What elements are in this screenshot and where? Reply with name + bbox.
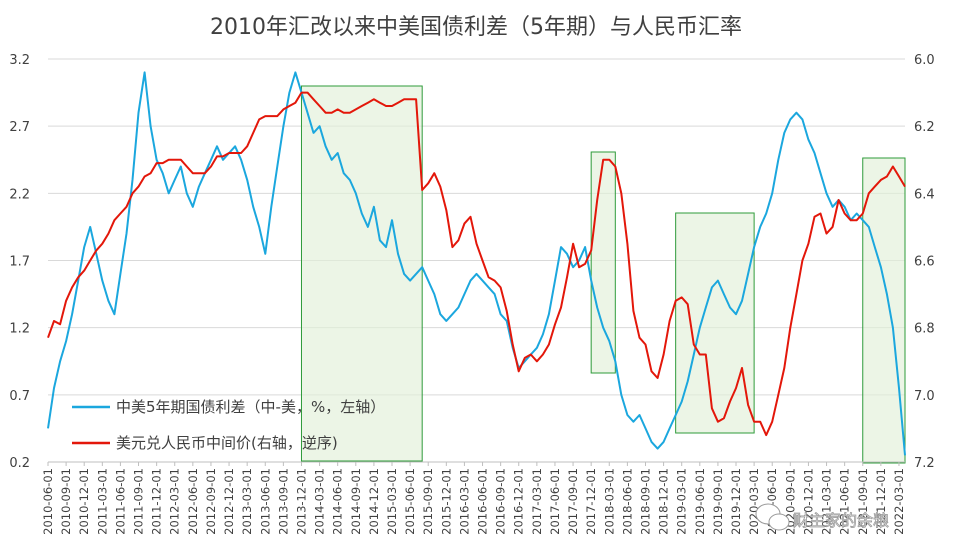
- x-tick-label: 2015-06-01: [403, 468, 417, 535]
- x-tick-label: 2017-06-01: [548, 468, 562, 535]
- x-tick-label: 2016-03-01: [457, 468, 471, 535]
- x-tick-label: 2011-09-01: [132, 468, 146, 535]
- x-tick-label: 2013-12-01: [294, 468, 308, 535]
- x-tick-label: 2018-03-01: [602, 468, 616, 535]
- chart-title: 2010年汇改以来中美国债利差（5年期）与人民币汇率: [210, 15, 742, 40]
- y-left-tick-label: 3.2: [9, 53, 30, 68]
- shaded-range-0: [300, 85, 423, 462]
- x-tick-label: 2020-12-01: [801, 468, 815, 535]
- legend-label-spread: 中美5年期国债利差（中-美，%，左轴）: [116, 398, 385, 416]
- x-tick-label: 2018-12-01: [657, 468, 671, 535]
- x-tick-label: 2014-12-01: [367, 468, 381, 535]
- series-line-1: [47, 91, 906, 437]
- shaded-range-3: [862, 157, 906, 464]
- x-tick-label: 2017-03-01: [530, 468, 544, 535]
- watermark: 财主家的余粮: [755, 503, 889, 531]
- series-lines: [47, 71, 906, 456]
- x-tick-label: 2013-03-01: [240, 468, 254, 535]
- x-tick-label: 2011-12-01: [150, 468, 164, 535]
- x-tick-label: 2021-06-01: [838, 468, 852, 535]
- x-tick-label: 2014-03-01: [313, 468, 327, 535]
- y-right-tick-label: 7.2: [914, 456, 935, 471]
- shaded-ranges: [300, 85, 906, 464]
- legend-label-fx: 美元兑人民币中间价(右轴，逆序): [116, 434, 338, 452]
- shaded-range-2: [675, 212, 755, 434]
- x-tick-label: 2016-09-01: [494, 468, 508, 535]
- y-left-tick-label: 1.2: [9, 322, 30, 337]
- x-tick-label: 2019-12-01: [729, 468, 743, 535]
- y-axis-left: 0.2 0.7 1.2 1.7 2.2 2.7 3.2: [9, 53, 30, 471]
- y-right-tick-label: 6.6: [914, 255, 935, 270]
- x-tick-label: 2018-09-01: [638, 468, 652, 535]
- x-tick-label: 2021-03-01: [820, 468, 834, 535]
- x-tick-label: 2019-06-01: [693, 468, 707, 535]
- x-tick-label: 2010-12-01: [77, 468, 91, 535]
- x-tick-label: 2012-06-01: [186, 468, 200, 535]
- wechat-icon: [755, 503, 790, 531]
- x-tick-label: 2019-09-01: [711, 468, 725, 535]
- x-tick-label: 2011-06-01: [113, 468, 127, 535]
- x-tick-label: 2015-03-01: [385, 468, 399, 535]
- y-right-tick-label: 7.0: [914, 389, 935, 404]
- x-tick-label: 2021-09-01: [856, 468, 870, 535]
- x-tick-label: 2021-12-01: [874, 468, 888, 535]
- x-tick-label: 2016-06-01: [476, 468, 490, 535]
- y-right-tick-label: 6.2: [914, 120, 935, 135]
- x-tick-label: 2013-09-01: [276, 468, 290, 535]
- shaded-range-1: [590, 151, 616, 374]
- y-left-tick-label: 2.7: [9, 120, 30, 135]
- y-axis-right: 6.0 6.2 6.4 6.6 6.8 7.0 7.2: [914, 53, 935, 471]
- x-tick-label: 2016-12-01: [512, 468, 526, 535]
- x-tick-label: 2012-03-01: [168, 468, 182, 535]
- x-tick-label: 2015-09-01: [421, 468, 435, 535]
- y-right-tick-label: 6.0: [914, 53, 935, 68]
- grid: [48, 58, 905, 463]
- x-tick-label: 2019-03-01: [675, 468, 689, 535]
- x-tick-label: 2014-06-01: [331, 468, 345, 535]
- y-right-tick-label: 6.8: [914, 322, 935, 337]
- x-tick-label: 2017-12-01: [584, 468, 598, 535]
- x-tick-label: 2014-09-01: [349, 468, 363, 535]
- x-tick-label: 2022-03-01: [892, 468, 906, 535]
- x-tick-label: 2018-06-01: [620, 468, 634, 535]
- y-left-tick-label: 0.7: [9, 389, 30, 404]
- series-line-0: [47, 71, 906, 456]
- x-tick-label: 2015-12-01: [439, 468, 453, 535]
- x-tick-label: 2011-03-01: [95, 468, 109, 535]
- x-tick-label: 2017-09-01: [566, 468, 580, 535]
- y-left-tick-label: 0.2: [9, 456, 30, 471]
- x-tick-label: 2012-09-01: [204, 468, 218, 535]
- y-left-tick-label: 1.7: [9, 255, 30, 270]
- y-right-tick-label: 6.4: [914, 187, 935, 202]
- x-tick-label: 2020-03-01: [747, 468, 761, 535]
- watermark-text: 财主家的余粮: [793, 511, 889, 530]
- x-tick-label: 2013-06-01: [258, 468, 272, 535]
- legend: 中美5年期国债利差（中-美，%，左轴） 美元兑人民币中间价(右轴，逆序): [72, 398, 385, 452]
- y-left-tick-label: 2.2: [9, 187, 30, 202]
- x-tick-label: 2010-09-01: [59, 468, 73, 535]
- x-tick-label: 2010-06-01: [41, 468, 55, 535]
- x-tick-label: 2012-12-01: [222, 468, 236, 535]
